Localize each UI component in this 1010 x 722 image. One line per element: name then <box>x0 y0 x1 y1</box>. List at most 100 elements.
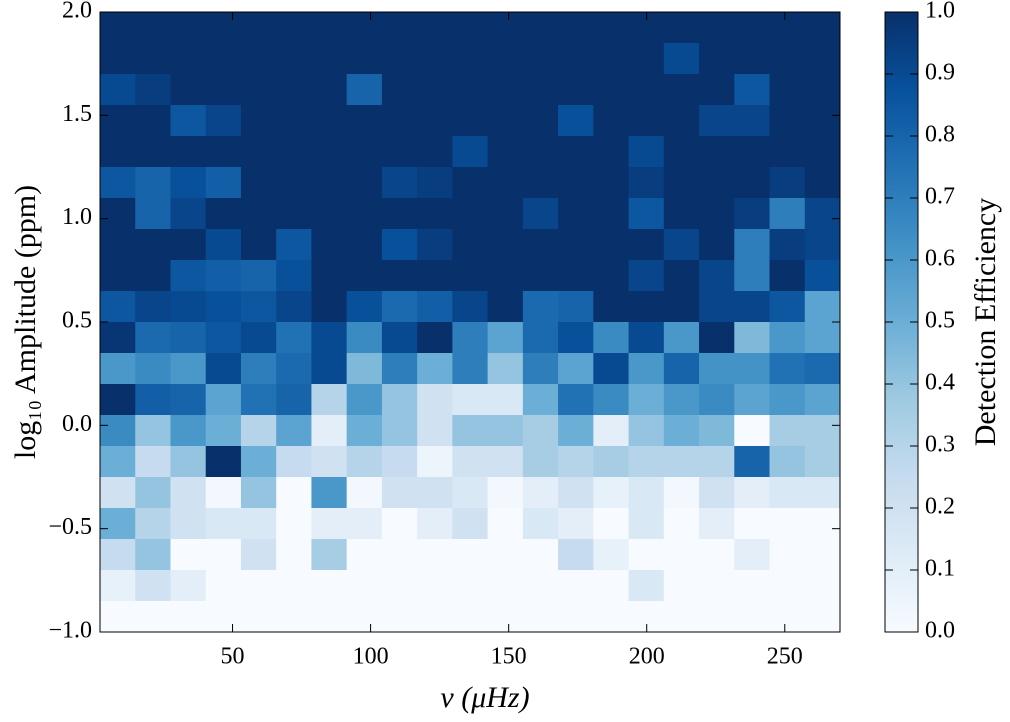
cell <box>558 446 594 478</box>
cell <box>170 260 207 292</box>
cell <box>558 508 594 540</box>
cell <box>593 291 630 323</box>
cell <box>240 570 277 602</box>
cell <box>487 136 524 168</box>
cell <box>804 570 841 602</box>
cell <box>804 43 841 75</box>
cell <box>663 229 700 261</box>
cell <box>734 384 771 416</box>
cell <box>311 570 348 602</box>
cell <box>311 198 348 230</box>
cell <box>663 198 700 230</box>
cell <box>558 198 594 230</box>
cell <box>452 384 489 416</box>
cell <box>346 570 383 602</box>
cell <box>100 415 136 447</box>
cell <box>100 105 136 137</box>
cell <box>558 12 594 44</box>
cell <box>699 43 735 75</box>
cell <box>769 136 806 168</box>
cell <box>205 74 242 106</box>
cell <box>240 508 277 540</box>
cell <box>417 446 453 478</box>
cell <box>522 539 559 571</box>
cell <box>628 477 665 509</box>
cell <box>346 260 383 292</box>
cell <box>804 446 841 478</box>
cell <box>417 229 453 261</box>
cell <box>205 601 242 633</box>
cell <box>205 415 242 447</box>
cell <box>346 12 383 44</box>
cell <box>734 508 771 540</box>
cell <box>417 105 453 137</box>
cell <box>522 384 559 416</box>
cell <box>628 539 665 571</box>
cell <box>558 353 594 385</box>
cell <box>628 446 665 478</box>
cell <box>593 446 630 478</box>
cell <box>487 322 524 354</box>
colorbar-tick-label: 0.5 <box>925 308 955 334</box>
cell <box>276 446 312 478</box>
cell <box>276 508 312 540</box>
cell <box>769 415 806 447</box>
cell <box>170 105 207 137</box>
cell <box>170 43 207 75</box>
cell <box>240 43 277 75</box>
cell <box>135 477 171 509</box>
cell <box>663 539 700 571</box>
cell <box>135 353 171 385</box>
colorbar-tick-label: 1.0 <box>925 0 955 24</box>
cell <box>452 260 489 292</box>
cell <box>487 167 524 199</box>
cell <box>628 43 665 75</box>
cell <box>558 229 594 261</box>
cell <box>593 508 630 540</box>
cell <box>699 601 735 633</box>
cell <box>769 74 806 106</box>
cell <box>452 539 489 571</box>
cell <box>205 136 242 168</box>
x-tick-label: 200 <box>629 644 665 670</box>
cell <box>628 105 665 137</box>
cell <box>663 570 700 602</box>
cell <box>804 415 841 447</box>
cell <box>734 477 771 509</box>
cell <box>311 384 348 416</box>
cell <box>628 229 665 261</box>
cell <box>311 43 348 75</box>
cell <box>135 539 171 571</box>
cell <box>487 198 524 230</box>
cell <box>663 384 700 416</box>
cell <box>381 539 418 571</box>
cell <box>100 136 136 168</box>
cell <box>311 74 348 106</box>
y-tick-label: 1.5 <box>62 101 92 127</box>
cell <box>135 446 171 478</box>
cell <box>593 136 630 168</box>
cell <box>381 229 418 261</box>
cell <box>276 539 312 571</box>
cell <box>663 477 700 509</box>
cell <box>804 477 841 509</box>
heatmap <box>100 12 841 633</box>
cell <box>522 43 559 75</box>
cell <box>452 167 489 199</box>
colorbar-tick-label: 0.6 <box>925 246 955 272</box>
cell <box>487 291 524 323</box>
cell <box>487 415 524 447</box>
cell <box>769 167 806 199</box>
cell <box>276 43 312 75</box>
cell <box>205 384 242 416</box>
cell <box>311 136 348 168</box>
cell <box>135 570 171 602</box>
cell <box>205 477 242 509</box>
colorbar-tick-label: 0.7 <box>925 184 955 210</box>
cell <box>769 12 806 44</box>
cell <box>663 136 700 168</box>
cell <box>276 229 312 261</box>
cell <box>205 229 242 261</box>
cell <box>593 353 630 385</box>
cell <box>276 353 312 385</box>
